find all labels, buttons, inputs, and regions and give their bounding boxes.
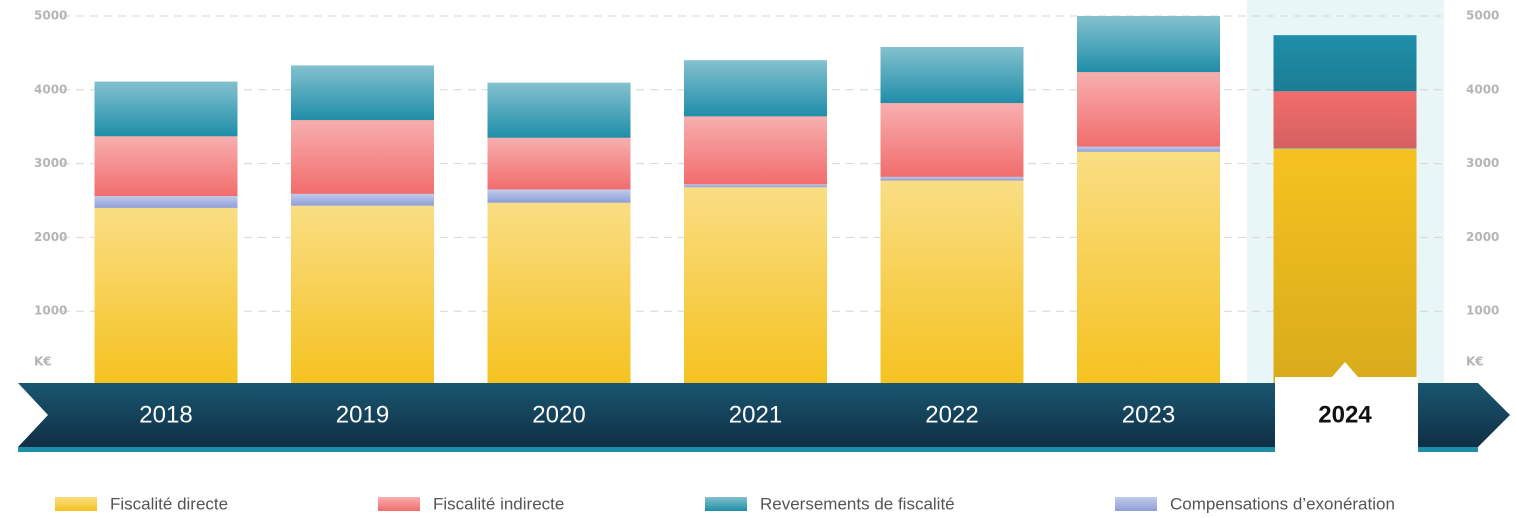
bar-sheen bbox=[684, 60, 827, 117]
bar-sheen bbox=[880, 103, 1024, 177]
legend-label: Reversements de fiscalité bbox=[760, 494, 955, 513]
legend-sheen bbox=[1115, 497, 1157, 511]
highlight-tab bbox=[1275, 362, 1418, 452]
bar-sheen bbox=[487, 137, 631, 190]
bar-sheen bbox=[94, 81, 238, 137]
bar-sheen bbox=[94, 136, 238, 197]
timeline-underline bbox=[18, 447, 1478, 452]
bar-sheen bbox=[684, 184, 827, 188]
bar-sheen bbox=[880, 176, 1024, 181]
bar-sheen bbox=[487, 189, 631, 203]
bar-sheen bbox=[684, 116, 827, 185]
y2-tick-label: 2000 bbox=[1466, 230, 1499, 244]
bar-sheen bbox=[880, 46, 1024, 104]
y-tick-label: 1000 bbox=[34, 304, 67, 318]
unit-label: K€ bbox=[1466, 355, 1484, 369]
x-tick-label: 2022 bbox=[925, 401, 978, 428]
legend-label: Fiscalité directe bbox=[110, 494, 228, 513]
x-tick-label: 2021 bbox=[729, 401, 782, 428]
x-tick-label: 2024 bbox=[1318, 401, 1372, 428]
bar-shade bbox=[1273, 148, 1417, 385]
legend-sheen bbox=[705, 497, 747, 511]
bar-sheen bbox=[487, 82, 631, 138]
x-tick-label: 2018 bbox=[139, 401, 192, 428]
y-tick-label: 3000 bbox=[34, 156, 67, 170]
y-tick-label: 2000 bbox=[34, 230, 67, 244]
x-tick-label: 2019 bbox=[336, 401, 389, 428]
y-tick-label: 4000 bbox=[34, 82, 67, 96]
bar-sheen bbox=[291, 193, 434, 206]
x-tick-label: 2023 bbox=[1122, 401, 1175, 428]
timeline-arrow bbox=[18, 383, 1510, 447]
bar-shade bbox=[1273, 35, 1417, 92]
bar-sheen bbox=[94, 207, 238, 385]
y2-tick-label: 3000 bbox=[1466, 156, 1499, 170]
bar-sheen bbox=[94, 196, 238, 208]
legend-label: Compensations d’exonération bbox=[1170, 494, 1395, 513]
bar-sheen bbox=[1077, 151, 1220, 385]
legend-label: Fiscalité indirecte bbox=[433, 494, 564, 513]
bar-sheen bbox=[1077, 16, 1220, 73]
bar-sheen bbox=[291, 120, 434, 194]
bar-sheen bbox=[291, 205, 434, 385]
y2-tick-label: 4000 bbox=[1466, 82, 1499, 96]
bar-sheen bbox=[291, 65, 434, 121]
legend-sheen bbox=[55, 497, 97, 511]
y-tick-label: 5000 bbox=[34, 9, 67, 23]
bar-sheen bbox=[487, 202, 631, 385]
bar-sheen bbox=[880, 180, 1024, 385]
bar-sheen bbox=[1077, 146, 1220, 152]
bar-sheen bbox=[1077, 72, 1220, 147]
unit-label: K€ bbox=[34, 355, 52, 369]
x-tick-label: 2020 bbox=[532, 401, 585, 428]
y2-tick-label: 1000 bbox=[1466, 304, 1499, 318]
bar-shade bbox=[1273, 91, 1417, 149]
bar-sheen bbox=[684, 187, 827, 385]
legend-sheen bbox=[378, 497, 420, 511]
bar-shade bbox=[1273, 148, 1417, 149]
y2-tick-label: 5000 bbox=[1466, 9, 1499, 23]
